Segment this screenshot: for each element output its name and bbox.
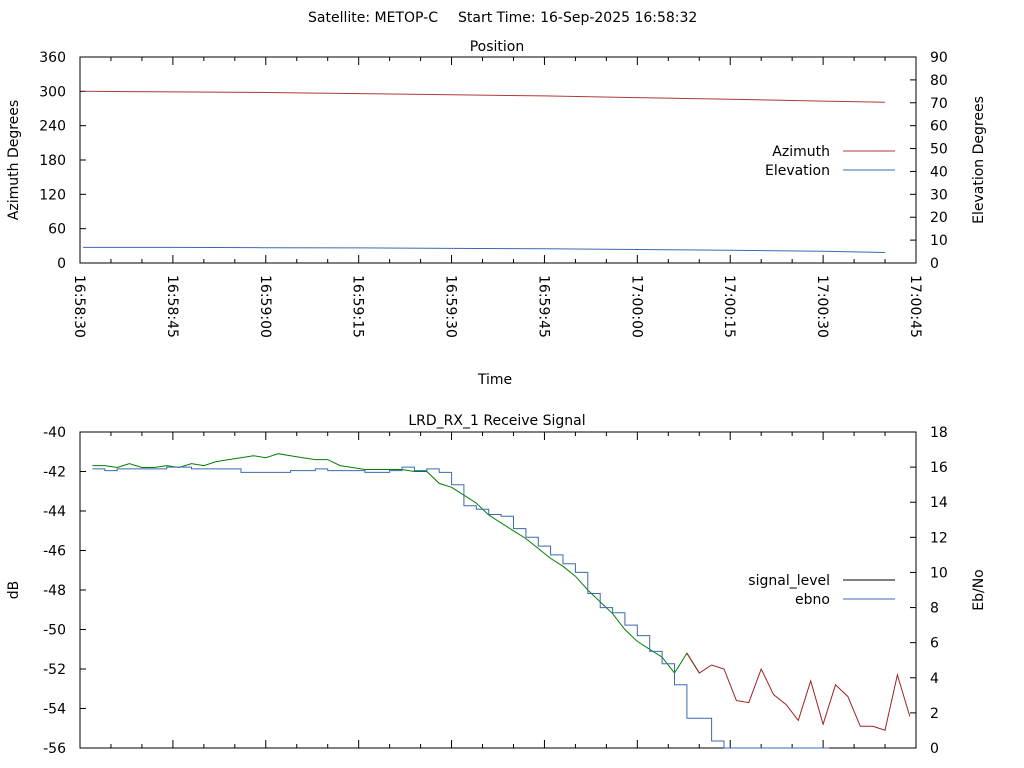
y-tick-label: 300	[39, 84, 66, 100]
y-tick-label: 0	[57, 256, 66, 272]
y2-tick-label: 60	[930, 119, 948, 135]
y2-tick-label: 2	[930, 706, 939, 722]
position-chart: Position Azimuth Degrees Elevation Degre…	[6, 39, 987, 388]
satellite-label: Satellite: METOP-C	[308, 10, 438, 26]
start-time-label: Start Time: 16-Sep-2025 16:58:32	[458, 10, 697, 26]
x-tick-label: 17:00:45	[907, 275, 923, 338]
series-line-Azimuth	[83, 90, 886, 103]
series-line-signal_level-tail	[686, 652, 911, 731]
x-tick-label: 16:59:15	[350, 275, 366, 338]
y2-tick-label: 4	[930, 671, 939, 687]
y2-tick-label: 16	[930, 460, 948, 476]
y-tick-label: -48	[43, 583, 66, 599]
y-tick-label: -54	[43, 702, 66, 718]
x-tick-label: 16:59:30	[443, 275, 459, 338]
elevation-axis-label: Elevation Degrees	[971, 96, 987, 224]
y-tick-label: -42	[43, 465, 66, 481]
y2-tick-label: 10	[930, 565, 948, 581]
x-tick-label: 16:59:45	[535, 275, 551, 338]
y-tick-label: 60	[48, 222, 66, 238]
x-tick-label: 16:58:30	[71, 275, 87, 338]
y-tick-label: -46	[43, 544, 66, 560]
y2-tick-label: 8	[930, 601, 939, 617]
legend-label-Elevation: Elevation	[765, 163, 830, 179]
ebno-axis-label: Eb/No	[971, 569, 987, 611]
y2-tick-label: 20	[930, 210, 948, 226]
y-tick-label: 360	[39, 50, 66, 66]
receive-signal-title: LRD_RX_1 Receive Signal	[408, 413, 585, 429]
azimuth-axis-label: Azimuth Degrees	[6, 100, 22, 220]
receive-signal-chart: LRD_RX_1 Receive Signal dB Eb/No -56 -54 -…	[6, 413, 987, 757]
y-tick-label: -44	[43, 504, 66, 520]
y2-tick-label: 40	[930, 164, 948, 180]
y2-tick-label: 10	[930, 233, 948, 249]
x-tick-label: 16:59:00	[257, 275, 273, 338]
series-line-ebno	[92, 466, 830, 749]
y-tick-label: -52	[43, 662, 66, 678]
y2-tick-label: 90	[930, 50, 948, 66]
y-tick-label: 120	[39, 187, 66, 203]
y2-tick-label: 30	[930, 187, 948, 203]
position-title: Position	[470, 39, 525, 55]
y2-tick-label: 70	[930, 96, 948, 112]
legend-label-signal_level: signal_level	[748, 573, 830, 589]
series-line-signal_level	[92, 453, 700, 674]
y-tick-label: 180	[39, 153, 66, 169]
y2-tick-label: 0	[930, 256, 939, 272]
y2-tick-label: 0	[930, 741, 939, 757]
x-tick-label: 17:00:15	[721, 275, 737, 338]
y2-tick-label: 6	[930, 636, 939, 652]
legend-label-ebno: ebno	[795, 592, 830, 608]
legend-label-Azimuth: Azimuth	[772, 144, 830, 160]
y2-tick-label: 80	[930, 73, 948, 89]
y2-tick-label: 14	[930, 495, 948, 511]
x-tick-label: 17:00:30	[814, 275, 830, 338]
signal-plot-frame	[79, 431, 917, 749]
x-tick-label: 17:00:00	[628, 275, 644, 338]
position-plot-frame	[79, 56, 917, 264]
y-tick-label: -40	[43, 425, 66, 441]
time-axis-label: Time	[477, 372, 512, 388]
y-tick-label: -56	[43, 741, 66, 757]
y-tick-label: -50	[43, 623, 66, 639]
y2-tick-label: 18	[930, 425, 948, 441]
series-line-Elevation	[83, 246, 886, 253]
y2-tick-label: 12	[930, 530, 948, 546]
y2-tick-label: 50	[930, 142, 948, 158]
x-tick-label: 16:58:45	[164, 275, 180, 338]
y-tick-label: 240	[39, 119, 66, 135]
db-axis-label: dB	[6, 581, 22, 600]
